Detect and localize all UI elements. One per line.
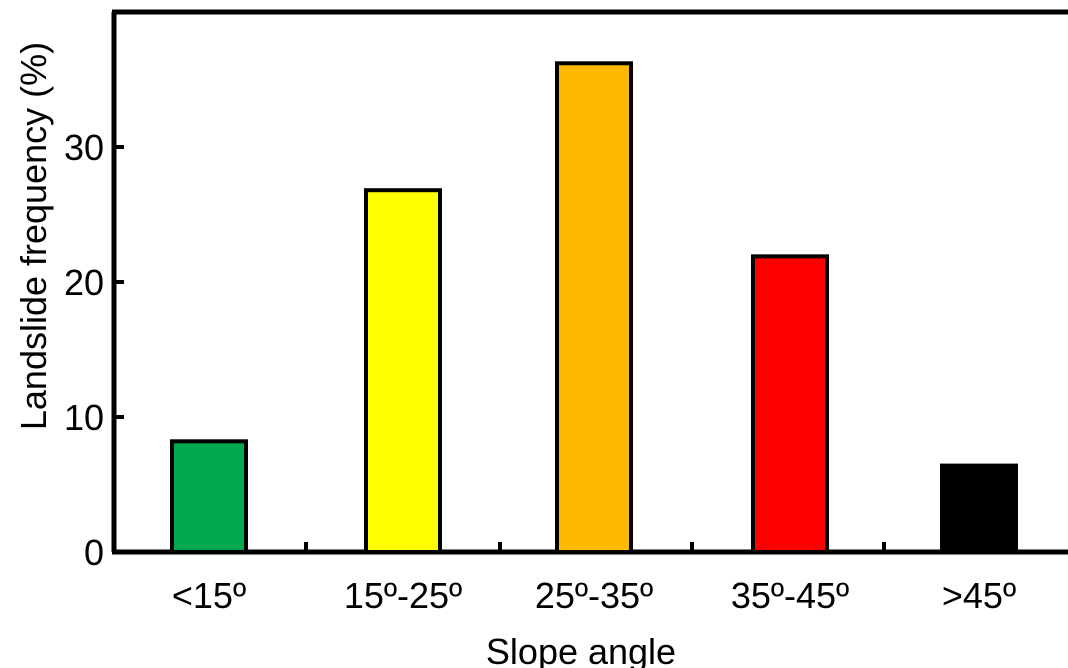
y-tick-label: 10 [64, 397, 104, 438]
x-tick-label: <15º [172, 575, 246, 616]
bar [170, 439, 248, 554]
bar [940, 463, 1018, 555]
bars [170, 61, 1018, 555]
y-tick-label: 30 [64, 127, 104, 168]
x-tick-label: 15º-25º [344, 575, 462, 616]
y-axis-title: Landslide frequency (%) [13, 42, 54, 430]
bar [555, 61, 633, 555]
y-axis: 0 10 20 30 [64, 127, 124, 573]
x-axis-title: Slope angle [486, 631, 676, 668]
x-tick-label: 25º-35º [535, 575, 653, 616]
bar [364, 188, 442, 554]
y-tick-label: 20 [64, 262, 104, 303]
y-tick-label: 0 [84, 532, 104, 573]
x-tick-label: 35º-45º [731, 575, 849, 616]
bar [751, 254, 829, 554]
x-tick-label: >45º [942, 575, 1016, 616]
x-axis: <15º 15º-25º 25º-35º 35º-45º >45º [172, 542, 1016, 616]
